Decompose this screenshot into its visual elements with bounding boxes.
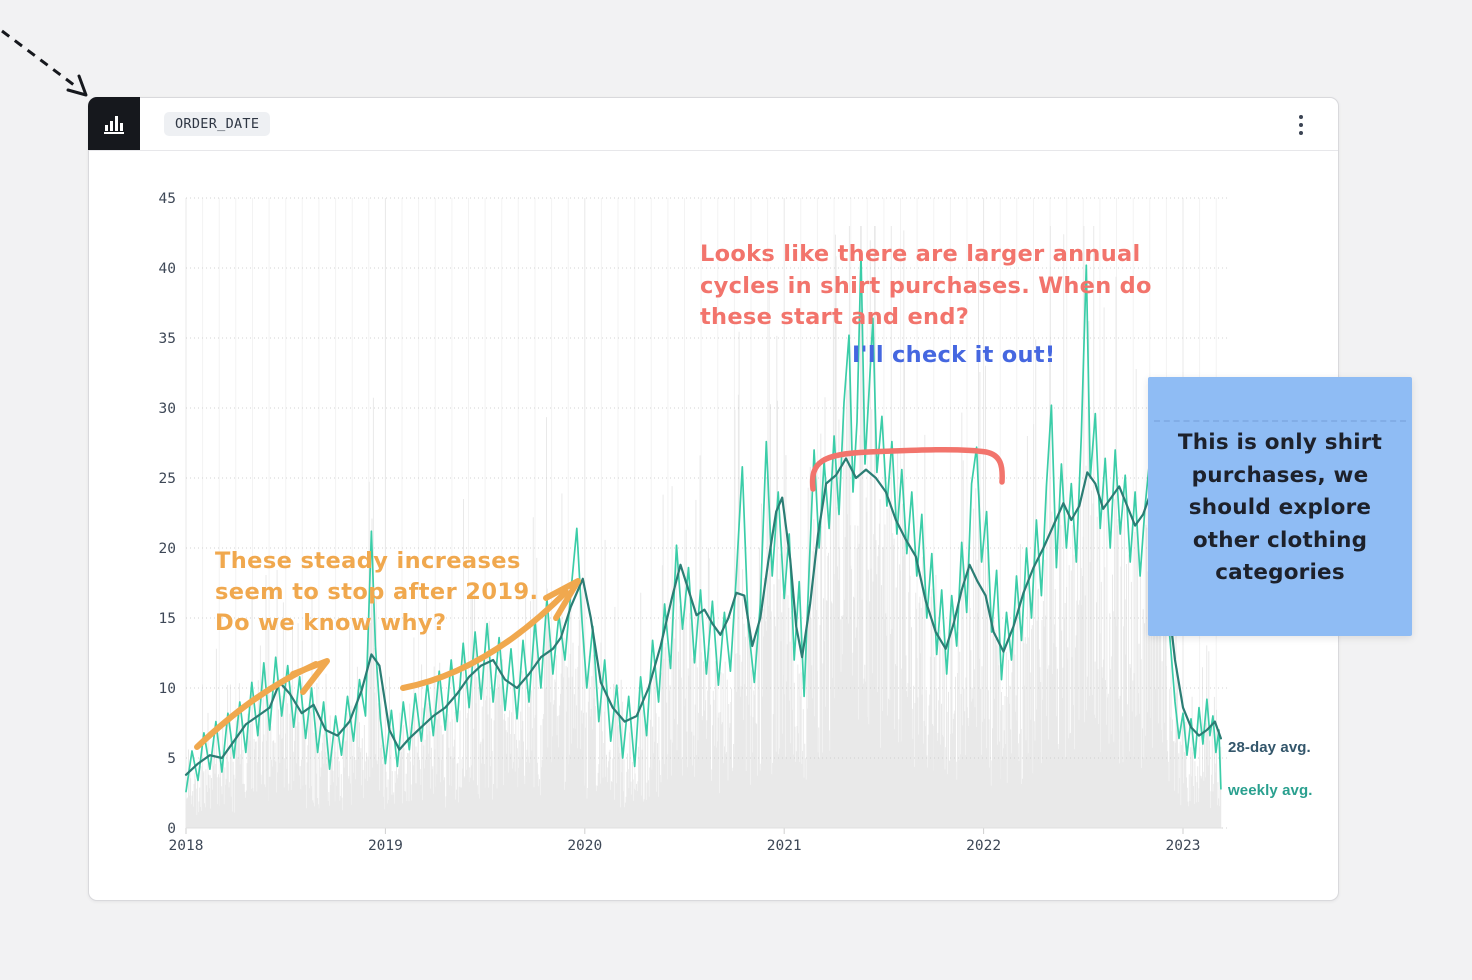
histogram-icon — [104, 115, 124, 134]
kebab-icon — [1299, 115, 1303, 119]
annotation-blue-reply-text[interactable]: I'll check it out! — [852, 342, 1056, 368]
field-pill[interactable]: ORDER_DATE — [164, 112, 271, 136]
card-header: ORDER_DATE — [88, 97, 1338, 151]
annotation-red-text[interactable]: Looks like there are larger annual cycle… — [700, 241, 1152, 330]
legend-weekly-avg: weekly avg. — [1228, 782, 1313, 799]
sticky-note-text: This is only shirt purchases, we should … — [1177, 430, 1383, 585]
legend-28day-avg: 28-day avg. — [1228, 739, 1311, 756]
kebab-menu-button[interactable] — [1292, 111, 1310, 139]
chart-type-button[interactable] — [88, 97, 140, 150]
annotation-orange-text[interactable]: These steady increases seem to stop afte… — [215, 548, 539, 636]
sticky-note-fold — [1154, 420, 1406, 422]
sticky-note[interactable]: This is only shirt purchases, we should … — [1148, 377, 1412, 636]
